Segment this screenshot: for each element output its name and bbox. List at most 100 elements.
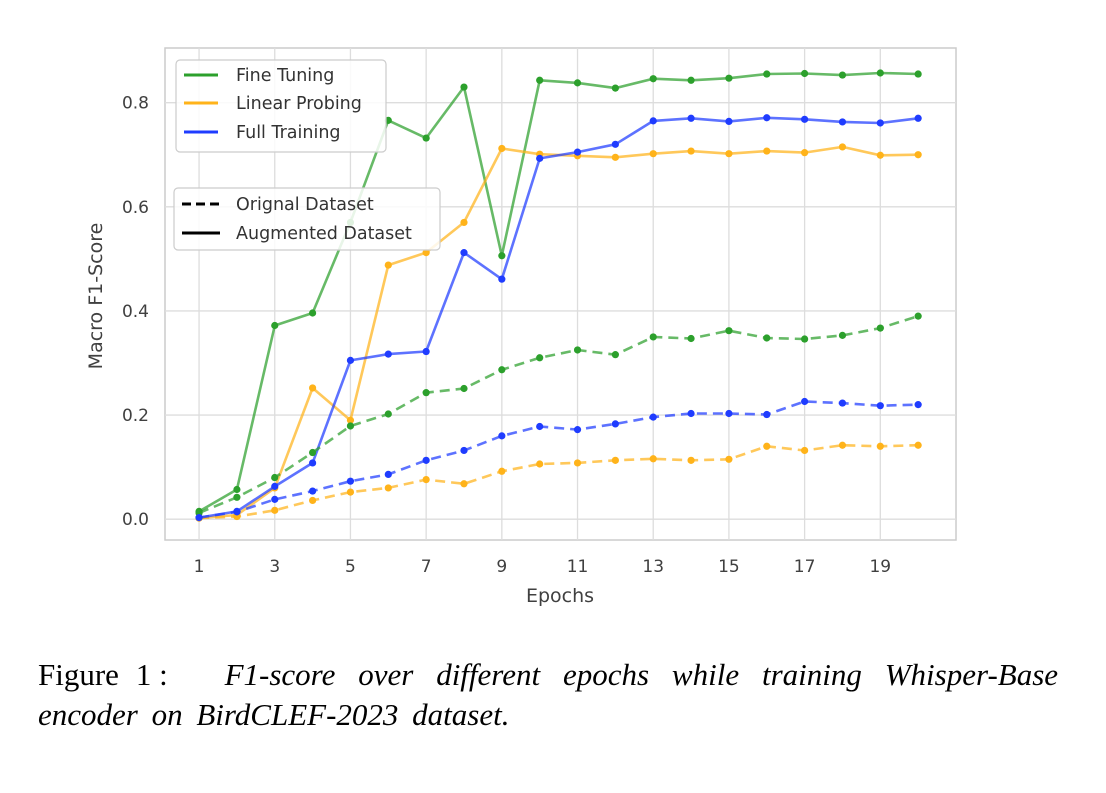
data-point [687,114,695,122]
x-tick-label: 19 [869,557,891,577]
f1-score-line-chart: 0.00.20.40.60.8 1 3 5 7 9 11 13 15 17 19 Epochs M… [85,47,957,607]
data-point [573,148,582,156]
data-point [725,409,733,418]
data-point [763,410,771,419]
data-point [573,426,582,434]
x-tick-label: 3 [269,557,280,577]
figure-caption: Figure 1 : F1-score over different epoch… [38,655,1058,735]
y-tick-labels: 0.0 0.2 0.4 0.6 0.8 [122,94,149,531]
data-series [195,69,922,522]
data-point [611,456,619,464]
data-point [422,389,430,397]
data-point [233,493,241,501]
x-tick-label: 17 [794,557,816,577]
data-point [687,456,695,464]
data-point [346,356,355,364]
data-point [271,321,279,330]
caption-number: 1 : [135,657,168,692]
data-point [309,459,317,467]
data-point [801,397,809,406]
data-point [876,402,884,410]
data-point [838,441,847,449]
series-linear-probing-original [195,441,922,522]
data-point [498,432,506,440]
caption-label: Figure [38,657,119,692]
data-point [460,83,468,91]
data-point [838,399,847,407]
data-point [498,252,506,260]
series-fine-tuning-augmented [195,69,922,515]
y-tick-label: 0.4 [122,302,149,322]
y-axis-label: Macro F1-Score [85,223,107,370]
data-point [460,218,468,227]
y-tick-label: 0.2 [122,406,149,426]
data-point [876,119,884,127]
series-line-full-training-augmented [198,116,919,519]
data-point [838,118,847,126]
data-point [309,448,317,457]
data-point [763,70,771,78]
data-point [801,115,809,123]
data-point [271,473,279,482]
data-point [460,446,468,455]
data-point [233,485,241,494]
series-line-full-training-original [198,400,919,519]
legend-methods: Fine Tuning Linear Probing Full Training [175,59,387,153]
data-point [384,484,392,492]
data-point [422,476,430,484]
data-point [498,275,506,283]
data-point [460,384,468,393]
x-tick-label: 1 [194,557,205,577]
x-axis-label: Epochs [526,585,594,607]
data-point [309,496,317,505]
y-tick-label: 0.8 [122,94,149,114]
data-point [725,117,733,126]
data-point [649,455,657,463]
data-point [914,70,922,78]
data-point [233,508,241,516]
x-tick-label: 9 [496,557,507,577]
data-point [725,455,733,463]
data-point [346,422,355,430]
data-point [914,114,922,122]
data-point [876,324,884,332]
data-point [611,153,619,161]
data-point [536,76,544,84]
series-line-fine-tuning-augmented [198,71,919,513]
data-point [573,459,582,467]
data-point [801,335,809,343]
data-point [422,347,430,356]
data-point [422,456,430,464]
legend-methods-box [175,59,387,153]
series-line-fine-tuning-original [198,314,919,515]
legend-datasets-box [173,187,441,251]
data-point [876,442,884,450]
data-point [611,84,619,92]
x-tick-label: 11 [567,557,589,577]
legend-datasets: Orignal Dataset Augmented Dataset [173,187,441,251]
data-point [914,312,922,320]
data-point [498,366,506,374]
data-point [725,327,733,335]
data-point [384,410,392,418]
data-point [460,480,468,488]
data-point [649,150,657,158]
data-point [498,467,506,475]
data-point [271,506,279,514]
data-point [876,151,884,159]
data-point [611,351,619,359]
data-point [384,261,392,269]
data-point [687,334,695,343]
data-point [573,79,582,87]
data-point [536,460,544,468]
data-point [536,354,544,362]
data-point [801,69,809,78]
data-point [498,144,506,153]
data-point [649,413,657,421]
legend-linear-probing-label: Linear Probing [236,94,362,114]
series-line-linear-probing-original [199,443,919,520]
caption-text: F1-score over different epochs while tra… [38,657,1059,732]
data-point [309,487,317,495]
data-point [271,482,279,490]
data-point [649,333,657,341]
